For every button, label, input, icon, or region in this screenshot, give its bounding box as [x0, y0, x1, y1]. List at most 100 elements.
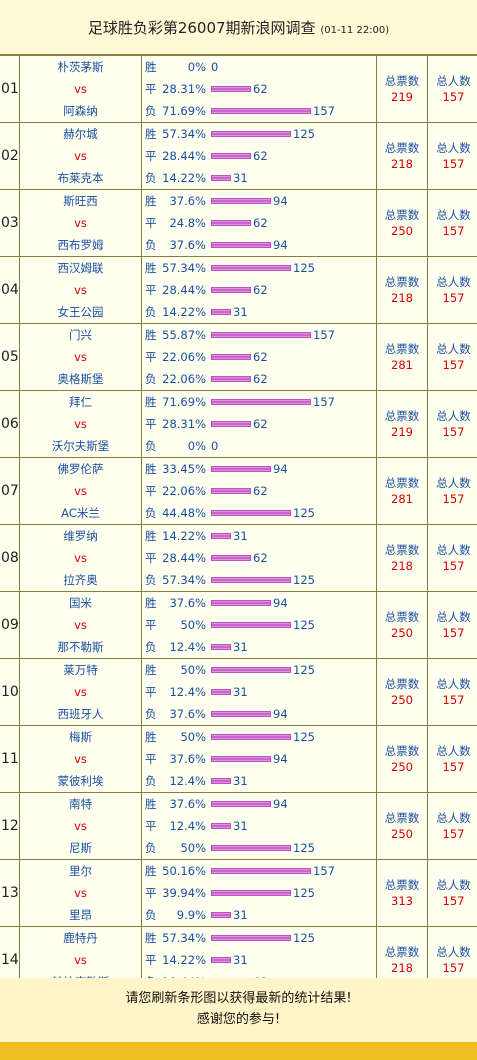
- page-title: 足球胜负彩第26007期新浪网调查 (01-11 22:00): [88, 17, 389, 38]
- stat-row: 平 28.44% 62: [142, 547, 376, 569]
- match-stats: 胜 50% 125 平 37.6% 94 负 12.4% 31: [141, 725, 377, 793]
- total-votes-label: 总票数: [384, 275, 420, 289]
- match-teams: 赫尔城 vs 布莱克本: [19, 122, 142, 190]
- stat-row: 胜 57.34% 125: [142, 123, 376, 145]
- outcome-count: 62: [253, 350, 268, 364]
- total-people-value: 157: [442, 559, 465, 573]
- total-votes-value: 218: [391, 961, 413, 975]
- outcome-percent: 50%: [180, 618, 206, 632]
- match-teams: 佛罗伦萨 vs AC米兰: [19, 457, 142, 525]
- home-team: 朴茨茅斯: [57, 60, 104, 74]
- total-votes-label: 总票数: [384, 208, 420, 222]
- outcome-count: 31: [233, 774, 248, 788]
- stat-row: 平 24.8% 62: [142, 212, 376, 234]
- away-team: 奥格斯堡: [57, 372, 104, 386]
- total-votes-cell: 总票数 250: [376, 591, 428, 659]
- match-row: 12 南特 vs 尼斯 胜 37.6% 94 平 12.4% 31 负 50%: [0, 792, 477, 860]
- match-teams: 朴茨茅斯 vs 阿森纳: [19, 55, 142, 123]
- total-votes-value: 218: [391, 559, 413, 573]
- match-row: 10 莱万特 vs 西班牙人 胜 50% 125 平 12.4% 31 负 37…: [0, 658, 477, 726]
- outcome-label: 平: [145, 82, 157, 96]
- outcome-percent: 57.34%: [162, 573, 206, 587]
- outcome-count: 31: [233, 529, 248, 543]
- outcome-bar: [211, 622, 291, 628]
- stat-row: 胜 33.45% 94: [142, 458, 376, 480]
- outcome-label: 负: [145, 171, 157, 185]
- stat-row: 负 57.34% 125: [142, 569, 376, 591]
- total-votes-cell: 总票数 218: [376, 122, 428, 190]
- outcome-percent: 50%: [180, 730, 206, 744]
- vs-label: vs: [74, 484, 87, 498]
- outcome-bar: [211, 711, 271, 717]
- stat-row: 胜 50% 125: [142, 659, 376, 681]
- outcome-bar: [211, 935, 291, 941]
- home-team: 维罗纳: [63, 529, 98, 543]
- stat-row: 胜 14.22% 31: [142, 525, 376, 547]
- stat-row: 平 14.22% 31: [142, 949, 376, 971]
- stat-row: 胜 57.34% 125: [142, 257, 376, 279]
- outcome-label: 胜: [145, 462, 157, 476]
- total-votes-value: 313: [391, 894, 413, 908]
- outcome-percent: 9.9%: [176, 908, 206, 922]
- stat-row: 负 22.06% 62: [142, 368, 376, 390]
- outcome-count: 62: [253, 417, 268, 431]
- outcome-bar: [211, 399, 311, 405]
- home-team: 门兴: [69, 328, 92, 342]
- total-people-label: 总人数: [436, 74, 471, 88]
- outcome-count: 31: [233, 171, 248, 185]
- total-votes-label: 总票数: [384, 342, 420, 356]
- stat-row: 胜 37.6% 94: [142, 190, 376, 212]
- outcome-percent: 55.87%: [162, 328, 206, 342]
- total-people-cell: 总人数 157: [427, 524, 477, 592]
- outcome-count: 157: [313, 864, 335, 878]
- match-stats: 胜 50% 125 平 12.4% 31 负 37.6% 94: [141, 658, 377, 726]
- outcome-bar: [211, 868, 311, 874]
- outcome-percent: 37.6%: [169, 707, 206, 721]
- outcome-label: 平: [145, 216, 157, 230]
- outcome-percent: 22.06%: [162, 372, 206, 386]
- home-team: 国米: [69, 596, 92, 610]
- vs-label: vs: [74, 819, 87, 833]
- outcome-percent: 50%: [180, 841, 206, 855]
- stat-row: 胜 55.87% 157: [142, 324, 376, 346]
- match-number: 13: [0, 859, 20, 927]
- home-team: 西汉姆联: [57, 261, 104, 275]
- match-stats: 胜 57.34% 125 平 28.44% 62 负 14.22% 31: [141, 256, 377, 324]
- outcome-count: 125: [293, 618, 315, 632]
- outcome-percent: 37.6%: [169, 596, 206, 610]
- away-team: 阿森纳: [63, 104, 98, 118]
- outcome-count: 125: [293, 127, 315, 141]
- total-people-label: 总人数: [436, 945, 471, 959]
- away-team: 那不勒斯: [57, 640, 104, 654]
- vs-label: vs: [74, 685, 87, 699]
- match-row: 04 西汉姆联 vs 女王公园 胜 57.34% 125 平 28.44% 62…: [0, 256, 477, 324]
- total-people-label: 总人数: [436, 141, 471, 155]
- match-teams: 拜仁 vs 沃尔夫斯堡: [19, 390, 142, 458]
- outcome-count: 0: [211, 60, 219, 74]
- match-teams: 梅斯 vs 蒙彼利埃: [19, 725, 142, 793]
- match-number: 12: [0, 792, 20, 860]
- match-teams: 里尔 vs 里昂: [19, 859, 142, 927]
- outcome-percent: 28.44%: [162, 283, 206, 297]
- outcome-label: 平: [145, 886, 157, 900]
- outcome-percent: 57.34%: [162, 127, 206, 141]
- total-people-value: 157: [442, 626, 465, 640]
- total-people-value: 157: [442, 961, 465, 975]
- outcome-label: 负: [145, 841, 157, 855]
- outcome-label: 平: [145, 618, 157, 632]
- outcome-percent: 50%: [180, 663, 206, 677]
- home-team: 鹿特丹: [63, 931, 98, 945]
- outcome-bar: [211, 242, 271, 248]
- match-row: 13 里尔 vs 里昂 胜 50.16% 157 平 39.94% 125 负 …: [0, 859, 477, 927]
- total-votes-label: 总票数: [384, 409, 420, 423]
- away-team: 里昂: [69, 908, 92, 922]
- vs-label: vs: [74, 283, 87, 297]
- total-votes-value: 281: [391, 358, 413, 372]
- outcome-percent: 28.31%: [162, 82, 206, 96]
- outcome-bar: [211, 421, 251, 427]
- total-people-cell: 总人数 157: [427, 658, 477, 726]
- outcome-count: 31: [233, 819, 248, 833]
- match-number: 04: [0, 256, 20, 324]
- total-votes-label: 总票数: [384, 945, 420, 959]
- match-teams: 莱万特 vs 西班牙人: [19, 658, 142, 726]
